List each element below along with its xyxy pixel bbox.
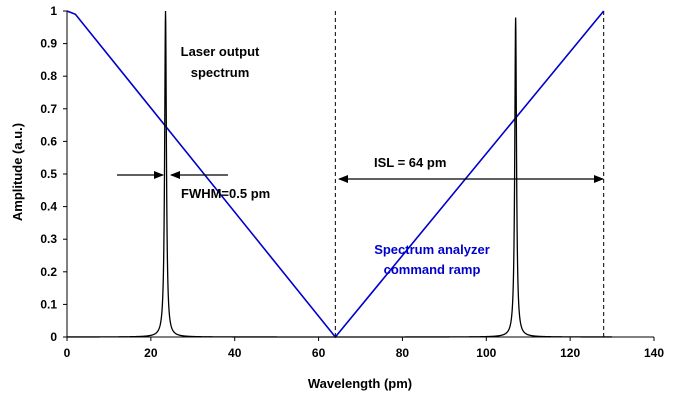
analyzer-label-line1: Spectrum analyzer bbox=[374, 242, 490, 257]
x-tick-label: 0 bbox=[64, 346, 71, 360]
series-layer bbox=[66, 10, 613, 339]
x-tick-label: 40 bbox=[228, 346, 242, 360]
y-tick-label: 0.5 bbox=[40, 167, 57, 181]
x-tick-label: 120 bbox=[560, 346, 580, 360]
x-tick-label: 60 bbox=[312, 346, 326, 360]
y-tick-label: 1 bbox=[50, 4, 57, 18]
laser-label-line2: spectrum bbox=[191, 65, 250, 80]
y-axis-title: Amplitude (a.u.) bbox=[10, 123, 25, 221]
analyzer-label-line2: command ramp bbox=[384, 262, 481, 277]
ticks-layer: 0 20 40 60 80 100 120 140 0 0.1 0.2 0.3 0.4 0.5 0.6 0.7… bbox=[40, 4, 664, 360]
x-tick-label: 140 bbox=[644, 346, 664, 360]
y-tick-label: 0 bbox=[50, 330, 57, 344]
y-tick-label: 0.4 bbox=[40, 200, 57, 214]
fwhm-label: FWHM=0.5 pm bbox=[181, 186, 270, 201]
x-tick-label: 20 bbox=[144, 346, 158, 360]
annotation-arrows bbox=[117, 171, 604, 183]
y-tick-label: 0.1 bbox=[40, 297, 57, 311]
isl-label: ISL = 64 pm bbox=[374, 155, 446, 170]
x-axis-title: Wavelength (pm) bbox=[308, 376, 412, 391]
y-tick-label: 0.8 bbox=[40, 69, 57, 83]
y-tick-label: 0.3 bbox=[40, 232, 57, 246]
laser-spectrum-line bbox=[67, 10, 613, 338]
y-tick-label: 0.6 bbox=[40, 134, 57, 148]
x-tick-label: 80 bbox=[396, 346, 410, 360]
y-tick-label: 0.9 bbox=[40, 37, 57, 51]
axes bbox=[66, 11, 654, 338]
y-tick-label: 0.2 bbox=[40, 265, 57, 279]
y-tick-label: 0.7 bbox=[40, 102, 57, 116]
x-tick-label: 100 bbox=[476, 346, 496, 360]
laser-label-line1: Laser output bbox=[181, 44, 260, 59]
lines-layer bbox=[334, 11, 605, 337]
